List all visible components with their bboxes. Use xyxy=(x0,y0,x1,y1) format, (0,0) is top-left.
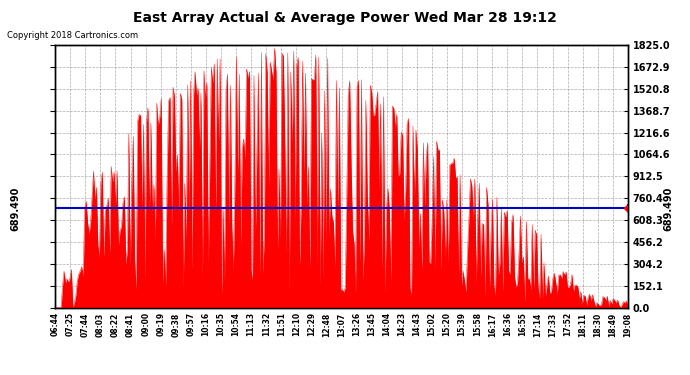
Text: 689.490: 689.490 xyxy=(10,186,20,231)
Text: Copyright 2018 Cartronics.com: Copyright 2018 Cartronics.com xyxy=(7,30,138,39)
Text: East Array Actual & Average Power Wed Mar 28 19:12: East Array Actual & Average Power Wed Ma… xyxy=(133,11,557,25)
Text: 689.490: 689.490 xyxy=(663,186,673,231)
